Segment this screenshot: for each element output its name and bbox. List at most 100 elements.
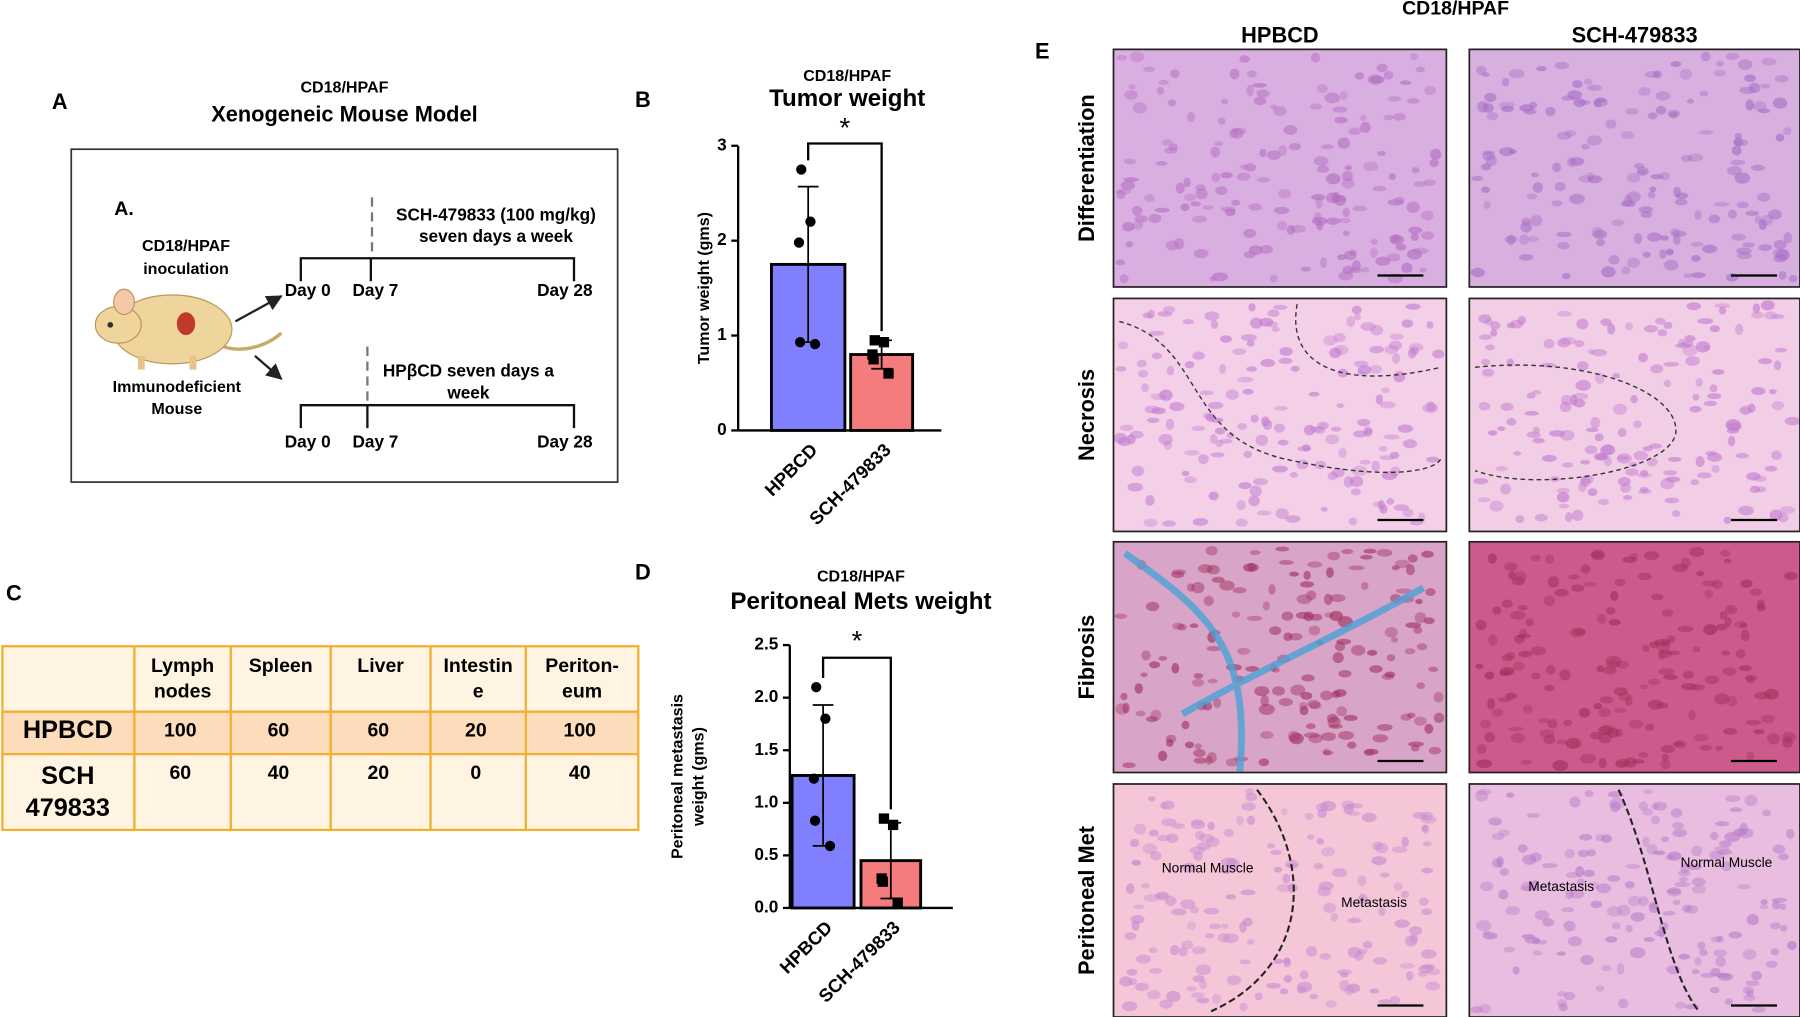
cell (1753, 475, 1767, 482)
cell (1579, 833, 1593, 841)
image-background (1469, 298, 1800, 532)
cell (1593, 229, 1608, 239)
cell-line: CD18/HPAF (142, 237, 230, 255)
cell (1300, 691, 1313, 700)
cell (1558, 1003, 1568, 1012)
cell (1661, 609, 1674, 617)
cell (1184, 449, 1200, 456)
cell (1526, 193, 1538, 200)
cell (1369, 345, 1385, 354)
cell (1406, 712, 1416, 719)
cell (1584, 445, 1598, 455)
cell (1506, 418, 1517, 426)
cell (1392, 234, 1401, 243)
cell (1321, 144, 1334, 150)
cell (1508, 571, 1516, 580)
image-border (1112, 297, 1448, 533)
cell (1638, 752, 1649, 758)
cell (1545, 106, 1556, 117)
cell (1246, 340, 1255, 347)
cell (1329, 610, 1344, 622)
cell (1143, 894, 1160, 902)
cell (1526, 431, 1541, 439)
cell (1482, 930, 1491, 936)
cell (1601, 834, 1613, 843)
cell (1163, 440, 1173, 450)
cell (1502, 77, 1510, 87)
mouse-label: Immunodeficient (113, 378, 242, 396)
cell (1282, 873, 1291, 884)
cell (1700, 51, 1711, 62)
cell (1401, 262, 1413, 273)
cell (1505, 906, 1520, 916)
cell (1210, 452, 1225, 458)
day-label: Day 0 (285, 432, 331, 452)
cell (1484, 732, 1496, 743)
cell (1484, 92, 1497, 103)
cell (1623, 495, 1633, 500)
cell (1219, 580, 1235, 591)
cell (1608, 619, 1621, 626)
cell (1135, 982, 1150, 992)
cell (1641, 644, 1650, 652)
cell (1421, 908, 1433, 916)
cell (1569, 157, 1585, 166)
cell (1183, 177, 1191, 188)
cell (1381, 471, 1398, 481)
cell-value: 100 (164, 719, 197, 741)
cell (1700, 972, 1717, 978)
cell (1636, 473, 1652, 478)
cell (1653, 801, 1668, 811)
cell (1519, 254, 1534, 261)
cell (1416, 643, 1428, 651)
cell (1277, 439, 1289, 446)
mouse-label: Mouse (151, 400, 202, 418)
cell (1423, 617, 1435, 625)
cell (1239, 55, 1250, 63)
cell (1309, 993, 1319, 1000)
cell (1370, 324, 1384, 336)
cell (1778, 270, 1787, 280)
cell (1586, 135, 1603, 146)
cell (1348, 127, 1362, 135)
cell (1407, 98, 1420, 104)
cell (1332, 652, 1344, 664)
cell (1713, 949, 1728, 957)
cell (1728, 435, 1736, 447)
cell (1419, 267, 1427, 273)
cell (1718, 840, 1732, 848)
cell (1647, 191, 1656, 199)
cell (1480, 719, 1492, 729)
cell (1563, 920, 1576, 932)
cell (1738, 505, 1754, 516)
cell (1422, 824, 1430, 834)
cell (1541, 454, 1557, 462)
cell (1239, 164, 1248, 170)
cell (1692, 877, 1706, 887)
cell (1122, 702, 1130, 714)
cell (1309, 426, 1323, 433)
cell (1725, 52, 1740, 60)
cell (1544, 684, 1555, 692)
cell (1170, 69, 1180, 79)
cell (1364, 748, 1379, 756)
boundary (1617, 789, 1700, 1012)
cell (1375, 842, 1388, 854)
histology-image (1112, 783, 1448, 1017)
cell (1505, 692, 1518, 700)
cell (1361, 812, 1377, 823)
cell (1359, 459, 1371, 465)
cell (1625, 322, 1634, 331)
cell (1720, 550, 1731, 557)
cell (1372, 185, 1387, 192)
cell (1656, 642, 1671, 652)
cell (1662, 911, 1676, 916)
cell (1664, 497, 1680, 504)
cell (1753, 729, 1765, 735)
cell (1240, 889, 1256, 896)
cell (1735, 649, 1746, 659)
cell (1608, 255, 1620, 265)
cell (1740, 622, 1748, 629)
cell (1532, 950, 1543, 956)
